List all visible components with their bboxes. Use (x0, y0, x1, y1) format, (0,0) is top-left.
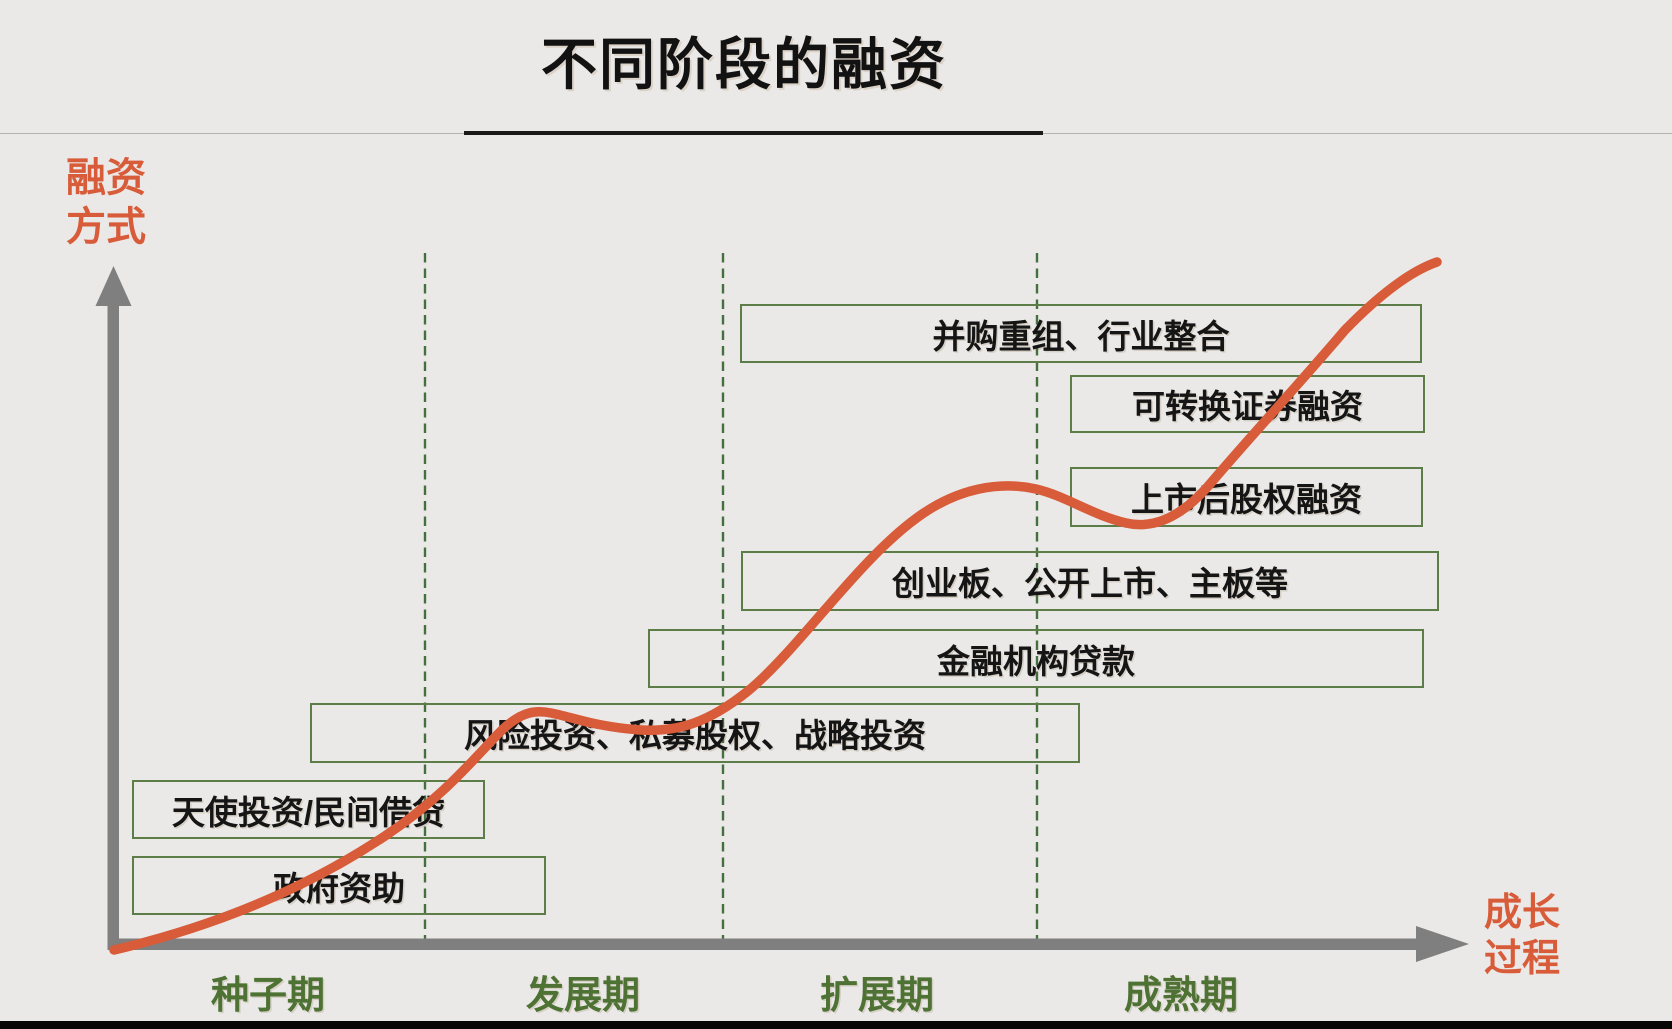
bottom-edge-bar (0, 1021, 1672, 1029)
method-box-gem-public-listing: 创业板、公开上市、主板等 (741, 551, 1439, 611)
x-axis-label-line1: 成长 (1484, 892, 1561, 934)
stage-label-development: 发展期 (525, 975, 641, 1017)
method-box-label: 创业板、公开上市、主板等 (892, 565, 1288, 602)
method-box-label: 政府资助 (273, 869, 405, 907)
method-box-label: 风险投资、私募股权、战略投资 (464, 717, 926, 754)
method-box-label: 上市后股权融资 (1131, 481, 1362, 518)
x-axis-line (107, 938, 1420, 950)
y-axis-label: 融资 方式 (66, 154, 146, 252)
method-box-label: 并购重组、行业整合 (932, 317, 1230, 355)
y-axis-arrowhead-icon (95, 266, 132, 306)
y-axis-line (107, 298, 119, 950)
method-box-label: 天使投资/民间借贷 (171, 793, 446, 831)
method-box-vc-pe-strategic: 风险投资、私募股权、战略投资 (310, 703, 1080, 763)
method-box-label: 金融机构贷款 (937, 642, 1135, 680)
method-box-financial-institution-loans: 金融机构贷款 (648, 629, 1424, 688)
stage-label-seed: 种子期 (210, 975, 326, 1017)
method-box-angel-private-lending: 天使投资/民间借贷 (132, 780, 485, 839)
title-underline (464, 131, 1043, 135)
stage-label-maturity: 成熟期 (1123, 975, 1239, 1017)
method-box-ma-consolidation: 并购重组、行业整合 (740, 304, 1422, 363)
x-axis-label: 成长 过程 (1484, 890, 1560, 983)
stage-label-expansion: 扩展期 (819, 975, 935, 1017)
x-axis-arrowhead-icon (1416, 926, 1469, 962)
method-box-government-funding: 政府资助 (132, 856, 546, 915)
y-axis-label-line2: 方式 (66, 204, 146, 249)
method-box-label: 可转换证券融资 (1132, 388, 1363, 425)
method-box-post-ipo-equity: 上市后股权融资 (1070, 467, 1423, 527)
page-title: 不同阶段的融资 (541, 33, 947, 96)
method-box-convertible-securities: 可转换证券融资 (1070, 375, 1425, 433)
x-axis-label-line2: 过程 (1484, 938, 1561, 981)
y-axis-label-line1: 融资 (66, 156, 146, 200)
